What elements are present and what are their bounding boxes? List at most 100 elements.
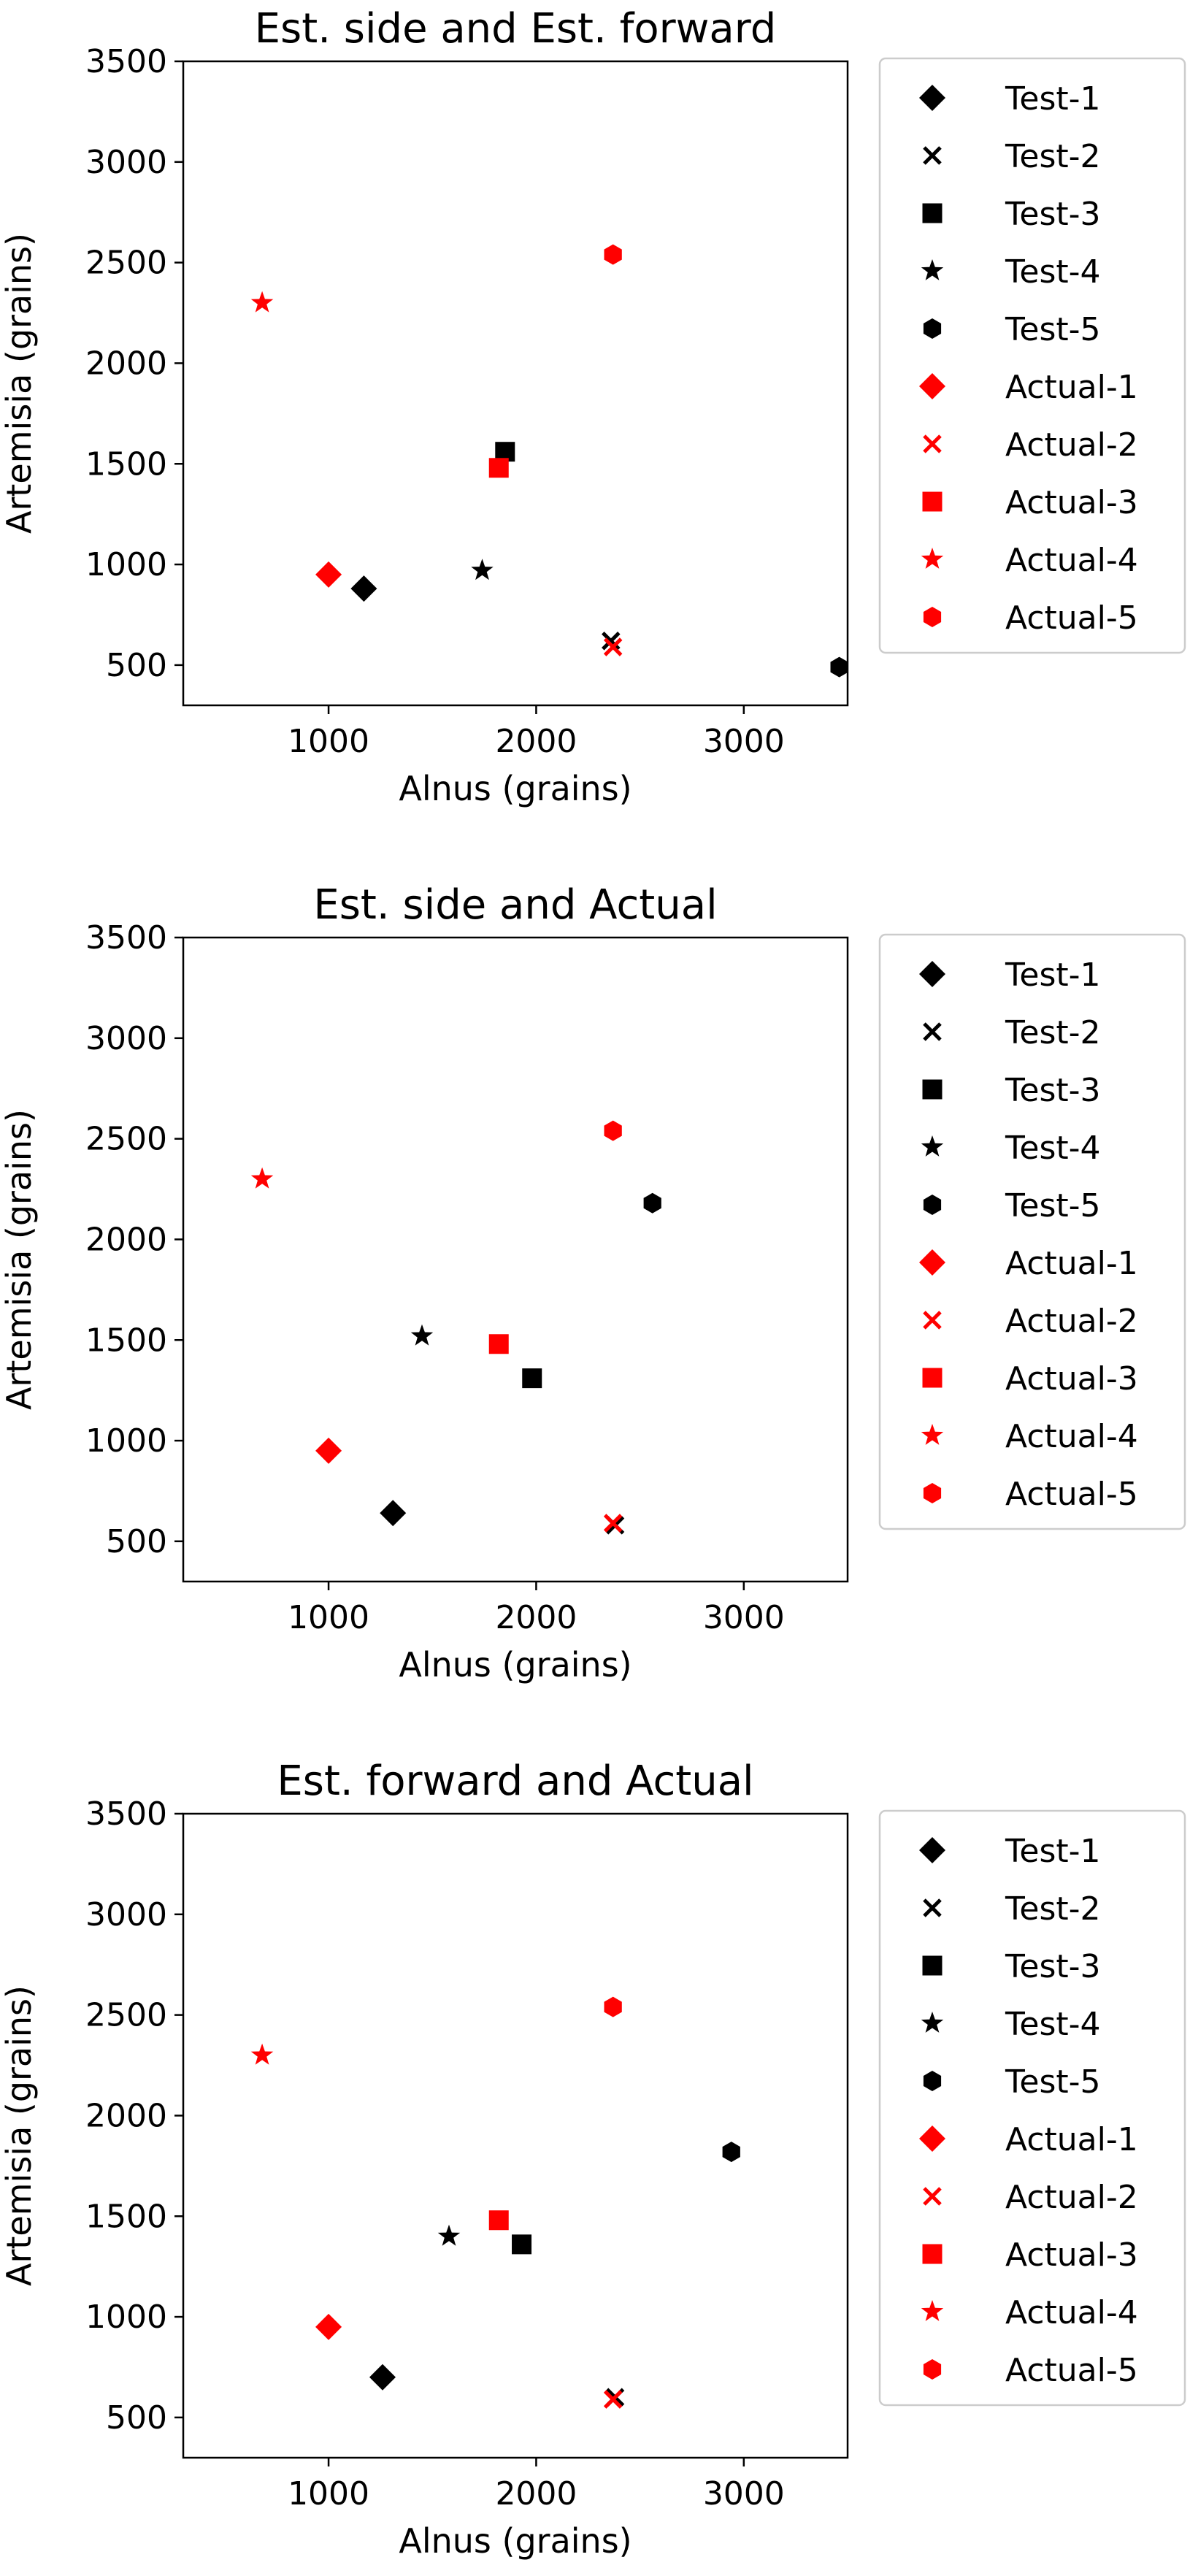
legend-box [878, 1809, 1186, 2407]
point-test-4 [410, 1324, 434, 1346]
point-test-3 [522, 1368, 542, 1389]
y-tick-label: 3000 [85, 1896, 167, 1933]
y-tick-label: 2500 [85, 245, 167, 282]
y-tick-label: 3500 [85, 43, 167, 80]
legend-marker-test-4 [921, 1135, 944, 1157]
legend-label: Test-1 [1005, 80, 1101, 118]
chart-panel-3: Est. forward and Actual 1000 2000 3000 500 10… [0, 1757, 1186, 2561]
data-points [250, 1996, 740, 2409]
legend-label: Test-2 [1005, 1014, 1101, 1051]
legend-box [878, 57, 1186, 654]
y-tick-label: 2000 [85, 2097, 167, 2134]
point-actual-5 [604, 1996, 622, 2017]
legend: Test-1 Test-2 Test-3 Test-4 Test-5 Actual-1 Ac… [878, 1809, 1186, 2407]
legend-label: Actual-4 [1005, 542, 1138, 579]
legend-label: Actual-1 [1005, 1245, 1138, 1282]
point-test-1 [369, 2364, 396, 2391]
point-actual-3 [488, 2210, 509, 2231]
y-tick-label: 1000 [85, 1422, 167, 1460]
legend-label: Test-4 [1005, 1130, 1101, 1167]
y-tick-label: 1000 [85, 546, 167, 583]
x-tick-label: 3000 [703, 2475, 785, 2512]
chart-title: Est. side and Est. forward [255, 5, 777, 53]
legend-marker-test-4 [921, 2012, 944, 2033]
legend-label: Actual-1 [1005, 2121, 1138, 2158]
point-actual-4 [250, 2043, 274, 2065]
legend-marker-test-1 [919, 961, 945, 987]
legend-marker-actual-4 [921, 548, 944, 569]
x-tick-label: 3000 [703, 1599, 785, 1636]
x-tick-label: 1000 [288, 1599, 369, 1636]
point-actual-1 [315, 1437, 342, 1464]
x-tick-label: 2000 [495, 1599, 577, 1636]
point-test-5 [830, 656, 848, 678]
point-actual-5 [604, 244, 622, 265]
legend-label: Actual-4 [1005, 1418, 1138, 1455]
legend-label: Actual-4 [1005, 2294, 1138, 2331]
x-tick-label: 3000 [703, 723, 785, 760]
y-tick-label: 500 [106, 647, 167, 684]
y-tick-label: 3000 [85, 1020, 167, 1057]
y-axis-label: Artemisia (grains) [0, 1985, 39, 2286]
legend-marker-actual-3 [922, 491, 943, 512]
point-test-3 [512, 2234, 532, 2255]
y-tick-label: 2500 [85, 1121, 167, 1158]
x-axis-label: Alnus (grains) [399, 1645, 632, 1684]
point-test-4 [437, 2224, 461, 2246]
point-actual-1 [315, 561, 342, 588]
legend-label: Actual-5 [1005, 1476, 1138, 1513]
y-tick-label: 2500 [85, 1997, 167, 2034]
legend-label: Test-3 [1005, 1948, 1101, 1985]
legend-label: Test-1 [1005, 1833, 1101, 1870]
data-points [250, 244, 848, 678]
legend-marker-test-2 [923, 146, 942, 165]
point-actual-1 [315, 2313, 342, 2340]
legend-marker-test-2 [923, 1022, 942, 1041]
plot-area [182, 936, 849, 1583]
y-tick-label: 3500 [85, 1795, 167, 1833]
legend-marker-actual-1 [919, 1249, 945, 1276]
chart-panel-1: Est. side and Est. forward 1000 2000 3000 50… [0, 5, 1186, 808]
y-tick-label: 1500 [85, 2198, 167, 2235]
legend-label: Actual-2 [1005, 426, 1138, 464]
point-test-1 [350, 575, 377, 602]
y-tick-label: 2000 [85, 1221, 167, 1258]
point-actual-5 [604, 1120, 622, 1141]
legend-marker-test-3 [922, 1079, 943, 1100]
y-axis-label: Artemisia (grains) [0, 1109, 39, 1410]
legend-marker-actual-2 [923, 1311, 942, 1330]
legend-label: Actual-1 [1005, 369, 1138, 406]
chart-title: Est. side and Actual [313, 881, 717, 929]
legend-marker-actual-1 [919, 2125, 945, 2152]
point-test-5 [643, 1192, 661, 1214]
x-axis-label: Alnus (grains) [399, 2521, 632, 2561]
legend-label: Test-1 [1005, 957, 1101, 994]
y-tick-label: 1500 [85, 445, 167, 483]
data-points [250, 1120, 661, 1535]
legend-label: Test-5 [1005, 2063, 1101, 2101]
legend-marker-actual-1 [919, 373, 945, 399]
y-tick-label: 500 [106, 2399, 167, 2437]
legend-label: Test-4 [1005, 253, 1101, 291]
legend-label: Test-5 [1005, 1187, 1101, 1224]
point-test-4 [471, 559, 494, 580]
point-test-1 [380, 1500, 407, 1527]
y-axis-label: Artemisia (grains) [0, 233, 39, 534]
point-actual-2 [603, 2390, 623, 2409]
y-tick-label: 3000 [85, 144, 167, 181]
legend-marker-test-5 [923, 2071, 942, 2091]
legend-label: Actual-3 [1005, 2236, 1138, 2274]
legend-label: Actual-3 [1005, 1360, 1138, 1398]
point-test-2 [602, 632, 621, 651]
legend-label: Actual-5 [1005, 2352, 1138, 2389]
y-tick-label: 3500 [85, 919, 167, 957]
legend-box [878, 933, 1186, 1530]
legend-label: Test-4 [1005, 2006, 1101, 2043]
chart-panel-2: Est. side and Actual 1000 2000 3000 500 1000 1… [0, 881, 1186, 1684]
legend-marker-actual-2 [923, 434, 942, 453]
plot-area [182, 1812, 849, 2459]
point-actual-2 [603, 1514, 623, 1533]
point-actual-3 [488, 1334, 509, 1354]
legend-marker-actual-4 [921, 2300, 944, 2321]
